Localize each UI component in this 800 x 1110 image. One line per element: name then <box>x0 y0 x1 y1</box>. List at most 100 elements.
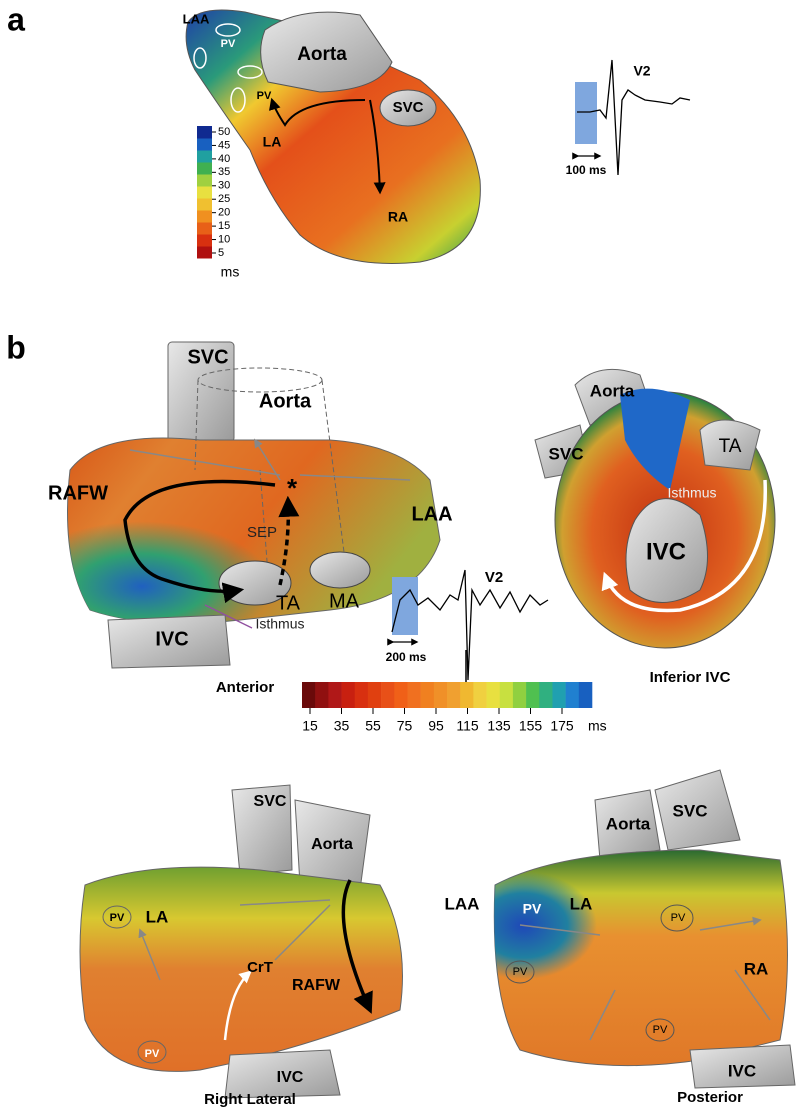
colorbar-tick-label: 50 <box>218 126 230 138</box>
colorbar-tick-label: 5 <box>218 247 224 259</box>
annotation: Aorta <box>590 381 635 400</box>
view-title: Right Lateral <box>204 1091 296 1108</box>
anterior-map <box>68 342 441 668</box>
colorbar-swatch <box>447 682 460 708</box>
annotation: IVC <box>277 1069 304 1086</box>
colorbar-swatch <box>473 682 486 708</box>
view-title: Posterior <box>677 1089 743 1106</box>
colorbar-swatch <box>487 682 500 708</box>
colorbar-swatch <box>421 682 434 708</box>
colorbar-swatch <box>407 682 420 708</box>
colorbar-swatch <box>355 682 368 708</box>
colorbar-swatch <box>394 682 407 708</box>
colorbar-tick-label: 35 <box>218 166 230 178</box>
colorbar-tick-label: 15 <box>218 220 230 232</box>
colorbar-tick-label: 175 <box>550 718 574 734</box>
colorbar-swatch <box>197 174 212 187</box>
colorbar-swatch <box>342 682 355 708</box>
annotation: LA <box>146 907 169 926</box>
colorbar-swatch <box>526 682 539 708</box>
annotation: SVC <box>187 346 228 368</box>
annotation: MA <box>329 590 360 612</box>
colorbar-tick-label: 35 <box>334 718 350 734</box>
annotation: LAA <box>445 894 480 913</box>
annotation: SVC <box>673 801 708 820</box>
colorbar-tick-label: 30 <box>218 180 230 192</box>
colorbar-unit: ms <box>588 718 607 734</box>
colorbar-swatch <box>434 682 447 708</box>
colorbar-tick-label: 155 <box>519 718 543 734</box>
annotation: LA <box>263 134 282 150</box>
colorbar-unit: ms <box>221 264 240 280</box>
annotation: RA <box>744 959 769 978</box>
colorbar-swatch <box>197 234 212 247</box>
annotation: PV <box>513 966 528 978</box>
colorbar-swatch <box>197 150 212 163</box>
ecg-scale: 200 ms <box>386 650 427 664</box>
annotation: PV <box>653 1024 668 1036</box>
colorbar-tick-label: 75 <box>397 718 413 734</box>
view-title: Anterior <box>216 679 275 696</box>
annotation: SVC <box>393 99 424 116</box>
annotation: SEP <box>247 524 277 541</box>
annotation: IVC <box>646 538 686 565</box>
annotation: Aorta <box>606 814 651 833</box>
colorbar-a <box>197 126 216 259</box>
annotation: LAA <box>411 503 452 525</box>
colorbar-swatch <box>197 210 212 223</box>
annotation: LAA <box>183 11 210 26</box>
colorbar-tick-label: 55 <box>365 718 381 734</box>
colorbar-tick-label: 20 <box>218 207 230 219</box>
annotation: Aorta <box>297 44 347 65</box>
figure: abLAAPVPVAortaSVCLARA5101520253035404550… <box>0 0 800 1110</box>
colorbar-swatch <box>197 246 212 259</box>
colorbar-swatch <box>197 126 212 139</box>
colorbar-tick-label: 95 <box>428 718 444 734</box>
colorbar-swatch <box>566 682 579 708</box>
annotation: Aorta <box>259 390 312 412</box>
colorbar-swatch <box>381 682 394 708</box>
colorbar-swatch <box>197 198 212 211</box>
annotation: PV <box>110 912 125 924</box>
view-title: Inferior IVC <box>650 669 731 686</box>
colorbar-tick-label: 135 <box>487 718 511 734</box>
annotation: Aorta <box>311 836 353 853</box>
colorbar-tick-label: 40 <box>218 153 230 165</box>
annotation: TA <box>276 592 301 614</box>
annotation: PV <box>671 912 686 924</box>
ecg-lead: V2 <box>485 569 503 586</box>
annotation: IVC <box>155 628 188 650</box>
annotation: Isthmus <box>255 616 304 632</box>
colorbar-tick-label: 25 <box>218 193 230 205</box>
ecg-b <box>392 570 548 700</box>
colorbar-swatch <box>539 682 552 708</box>
colorbar-swatch <box>197 222 212 235</box>
colorbar-swatch <box>579 682 592 708</box>
colorbar-swatch <box>460 682 473 708</box>
colorbar-b <box>302 682 592 714</box>
ecg-scale: 100 ms <box>566 163 607 177</box>
panel-label: b <box>6 329 26 365</box>
colorbar-swatch <box>552 682 565 708</box>
colorbar-tick-label: 15 <box>302 718 318 734</box>
right-lateral-map <box>80 785 403 1098</box>
annotation: IVC <box>728 1061 756 1080</box>
annotation: RAFW <box>292 977 341 994</box>
annotation: * <box>287 473 298 503</box>
ecg-lead: V2 <box>633 63 650 79</box>
annotation: LA <box>570 894 593 913</box>
colorbar-swatch <box>368 682 381 708</box>
colorbar-swatch <box>500 682 513 708</box>
annotation: TA <box>719 436 742 457</box>
colorbar-swatch <box>197 162 212 175</box>
annotation: RA <box>388 209 408 225</box>
annotation: SVC <box>549 444 584 463</box>
panel-label: a <box>7 1 25 37</box>
colorbar-swatch <box>302 682 315 708</box>
annotation: RAFW <box>48 482 108 504</box>
annotation: PV <box>523 901 542 917</box>
annotation: PV <box>257 90 272 102</box>
colorbar-swatch <box>315 682 328 708</box>
colorbar-swatch <box>197 138 212 151</box>
colorbar-swatch <box>197 186 212 199</box>
